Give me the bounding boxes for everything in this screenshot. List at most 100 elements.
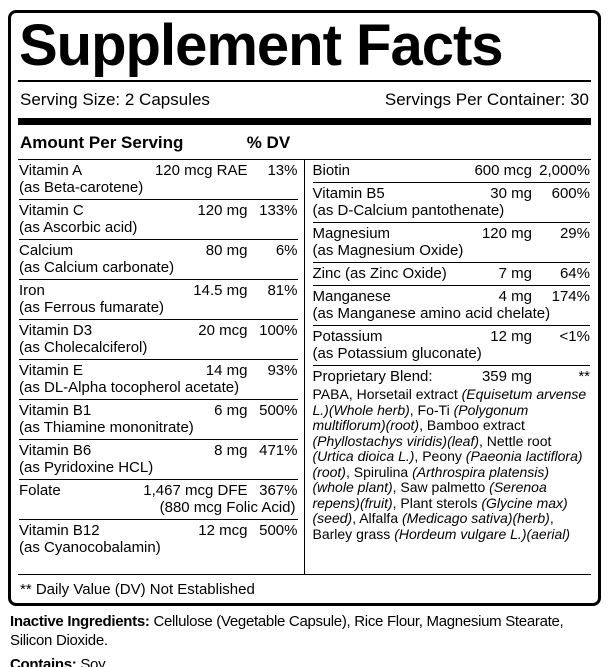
- blend-latin-name: (Whole herb): [328, 401, 410, 418]
- nutrient-main: Iron 14.5 mg 81%: [19, 282, 298, 299]
- contains-label: Contains:: [10, 656, 77, 667]
- dv-header-label: % DV: [246, 133, 291, 152]
- nutrient-row: Calcium 80 mg 6% (as Calcium carbonate): [19, 240, 298, 280]
- nutrient-main: Vitamin B5 30 mg 600%: [313, 185, 591, 202]
- nutrient-main: Potassium 12 mg <1%: [313, 328, 591, 345]
- nutrient-amount: 6 mg: [214, 402, 248, 419]
- nutrient-main: Biotin 600 mcg 2,000%: [313, 162, 591, 179]
- nutrient-name: Vitamin B6: [19, 442, 92, 459]
- blend-latin-name: (Polygonum multiflorum): [312, 401, 529, 433]
- blend-ingredient: , Bamboo extract: [419, 417, 525, 433]
- nutrient-row: Vitamin B12 12 mcg 500% (as Cyanocobalamin): [19, 520, 298, 559]
- blend-amount: 359 mg: [481, 368, 532, 385]
- nutrient-main: Vitamin B1 6 mg 500%: [19, 402, 298, 419]
- nutrient-dv: 471%: [259, 442, 298, 459]
- blend-latin-name: (Hordeum vulgare L.): [394, 525, 527, 542]
- blend-latin-name: (Arthrospira platensis): [412, 463, 550, 480]
- nutrient-amount: 1,467 mcg DFE: [143, 482, 248, 499]
- blend-latin-name: (aerial): [526, 525, 571, 542]
- nutrient-amount: 120 mg: [197, 202, 248, 219]
- nutrient-row: Vitamin B5 30 mg 600% (as D-Calcium pantoth…: [312, 183, 591, 223]
- amount-per-serving-header: Amount Per Serving % DV: [18, 125, 591, 160]
- nutrient-main: Calcium 80 mg 6%: [19, 242, 298, 259]
- serving-row: Serving Size: 2 Capsules Servings Per Co…: [18, 82, 591, 118]
- blend-name: Proprietary Blend:: [312, 368, 433, 385]
- blend-dv: **: [578, 368, 590, 385]
- nutrient-dv: 500%: [259, 522, 298, 539]
- nutrient-amount: 14 mg: [205, 362, 248, 379]
- nutrient-row: Vitamin B1 6 mg 500% (as Thiamine mononitra…: [19, 400, 298, 440]
- nutrient-dv: 100%: [259, 322, 298, 339]
- nutrient-amount: 14.5 mg: [193, 282, 248, 299]
- nutrient-row: Potassium 12 mg <1% (as Potassium gluconate…: [312, 326, 591, 366]
- nutrient-row: Vitamin C 120 mg 133% (as Ascorbic acid): [19, 200, 298, 240]
- nutrient-amount: 8 mg: [214, 442, 248, 459]
- inactive-ingredients-label: Inactive Ingredients:: [10, 613, 150, 630]
- blend-ingredient: , Alfalfa: [352, 510, 402, 526]
- serving-size: Serving Size: 2 Capsules: [20, 90, 210, 109]
- nutrient-main: Vitamin D3 20 mcg 100%: [19, 322, 298, 339]
- right-column: Biotin 600 mcg 2,000% Vitamin B5 30 mg 600% (a…: [305, 160, 592, 574]
- nutrient-dv: 600%: [551, 185, 590, 202]
- panel-title: Supplement Facts: [18, 17, 591, 82]
- blend-latin-name: (Medicago sativa): [402, 510, 513, 526]
- nutrient-subname: (as Potassium gluconate): [312, 345, 482, 362]
- nutrient-amount: 30 mg: [490, 185, 532, 202]
- right-rows: Biotin 600 mcg 2,000% Vitamin B5 30 mg 600% (a…: [312, 160, 591, 366]
- nutrient-name: Potassium: [312, 328, 383, 345]
- nutrient-subname: (as Pyridoxine HCL): [19, 459, 154, 476]
- blend-latin-name: (Glycine max): [481, 494, 568, 511]
- nutrient-row: Manganese 4 mg 174% (as Manganese amino aci…: [312, 286, 590, 326]
- nutrient-name: Manganese: [312, 288, 391, 305]
- nutrient-amount: 120 mg: [481, 225, 532, 242]
- nutrient-main: Vitamin E 14 mg 93%: [19, 362, 298, 379]
- blend-ingredient: , Peony: [414, 448, 466, 464]
- nutrient-subname: (as Cyanocobalamin): [19, 539, 161, 556]
- nutrient-name: Biotin: [312, 162, 351, 179]
- nutrient-row: Iron 14.5 mg 81% (as Ferrous fumarate): [19, 280, 298, 320]
- nutrient-row: Vitamin D3 20 mcg 100% (as Cholecalciferol): [19, 320, 298, 360]
- nutrient-subname: (as Magnesium Oxide): [312, 242, 464, 259]
- nutrient-main: Zinc (as Zinc Oxide) 7 mg 64%: [313, 265, 591, 282]
- nutrient-subname: (as Cholecalciferol): [19, 339, 148, 356]
- nutrient-row: Magnesium 120 mg 29% (as Magnesium Oxide): [312, 223, 590, 263]
- nutrient-name: Vitamin B1: [19, 402, 92, 419]
- blend-latin-name: (root): [312, 463, 346, 480]
- nutrient-dv: 81%: [267, 282, 298, 299]
- nutrient-amount: 12 mcg: [198, 522, 248, 539]
- nutrient-subname: (as Beta-carotene): [19, 179, 144, 196]
- amount-header-label: Amount Per Serving: [20, 133, 184, 152]
- blend-ingredient: , Fo-Ti: [409, 401, 454, 418]
- nutrient-name: Vitamin D3: [19, 322, 93, 339]
- nutrient-row: Zinc (as Zinc Oxide) 7 mg 64%: [312, 263, 591, 286]
- nutrient-amount: 80 mg: [205, 242, 248, 259]
- blend-latin-name: (fruit): [359, 494, 393, 511]
- blend-latin-name: (root): [385, 417, 420, 433]
- nutrient-row: Folate 1,467 mcg DFE 367% (880 mcg Folic Ac…: [19, 480, 298, 520]
- nutrient-amount: 4 mg: [498, 288, 532, 305]
- nutrient-dv: 174%: [551, 288, 590, 305]
- dv-footnote: ** Daily Value (DV) Not Established: [18, 574, 591, 603]
- blend-ingredient: PABA, Horsetail extract: [312, 386, 462, 402]
- inactive-ingredients-text: Cellulose (Vegetable Capsule), Rice Flou…: [10, 613, 564, 649]
- nutrient-subname: (as D-Calcium pantothenate): [312, 202, 505, 219]
- nutrient-name: Vitamin B5: [312, 185, 385, 202]
- contains-statement: Contains: Soy: [10, 655, 605, 667]
- nutrient-main: Vitamin B12 12 mcg 500%: [19, 522, 298, 539]
- nutrient-name: Folate: [19, 482, 61, 499]
- blend-description: PABA, Horsetail extract (Equisetum arven…: [313, 385, 591, 542]
- nutrient-main: Folate 1,467 mcg DFE 367%: [19, 482, 298, 499]
- blend-latin-name: (Serenoa repens): [312, 479, 547, 511]
- nutrient-dv: <1%: [559, 328, 590, 345]
- nutrient-subname: (as Ascorbic acid): [19, 219, 138, 236]
- blend-ingredient: , Barley grass: [312, 510, 554, 542]
- blend-ingredient: , Spirulina: [345, 463, 413, 480]
- nutrient-amount: 120 mcg RAE: [154, 162, 248, 179]
- nutrient-name: Calcium: [19, 242, 74, 259]
- nutrient-name: Vitamin E: [19, 362, 83, 379]
- nutrient-name: Vitamin C: [19, 202, 84, 219]
- nutrient-columns: Vitamin A 120 mcg RAE 13% (as Beta-carotene…: [18, 160, 591, 574]
- nutrient-name: Magnesium: [312, 225, 391, 242]
- blend-latin-name: (Phyllostachys viridis): [312, 432, 448, 449]
- blend-latin-name: (seed): [312, 510, 353, 526]
